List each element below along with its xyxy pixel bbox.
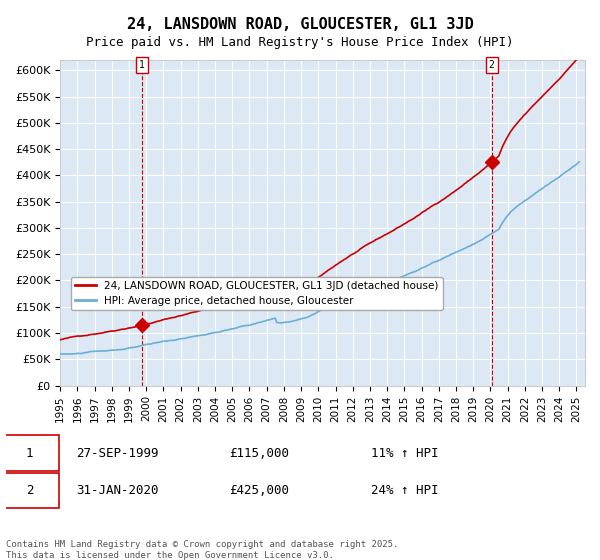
Text: 1: 1	[26, 446, 33, 460]
Text: 1: 1	[139, 60, 145, 70]
Text: 31-JAN-2020: 31-JAN-2020	[77, 484, 159, 497]
Text: £425,000: £425,000	[229, 484, 289, 497]
Text: 24% ↑ HPI: 24% ↑ HPI	[371, 484, 438, 497]
Text: 27-SEP-1999: 27-SEP-1999	[77, 446, 159, 460]
Text: 24, LANSDOWN ROAD, GLOUCESTER, GL1 3JD: 24, LANSDOWN ROAD, GLOUCESTER, GL1 3JD	[127, 17, 473, 32]
Text: Contains HM Land Registry data © Crown copyright and database right 2025.
This d: Contains HM Land Registry data © Crown c…	[6, 540, 398, 560]
Text: 11% ↑ HPI: 11% ↑ HPI	[371, 446, 438, 460]
FancyBboxPatch shape	[0, 436, 59, 470]
Text: 2: 2	[489, 60, 494, 70]
Text: £115,000: £115,000	[229, 446, 289, 460]
Text: 2: 2	[26, 484, 33, 497]
Legend: 24, LANSDOWN ROAD, GLOUCESTER, GL1 3JD (detached house), HPI: Average price, det: 24, LANSDOWN ROAD, GLOUCESTER, GL1 3JD (…	[71, 277, 443, 310]
FancyBboxPatch shape	[0, 473, 59, 508]
Text: Price paid vs. HM Land Registry's House Price Index (HPI): Price paid vs. HM Land Registry's House …	[86, 36, 514, 49]
